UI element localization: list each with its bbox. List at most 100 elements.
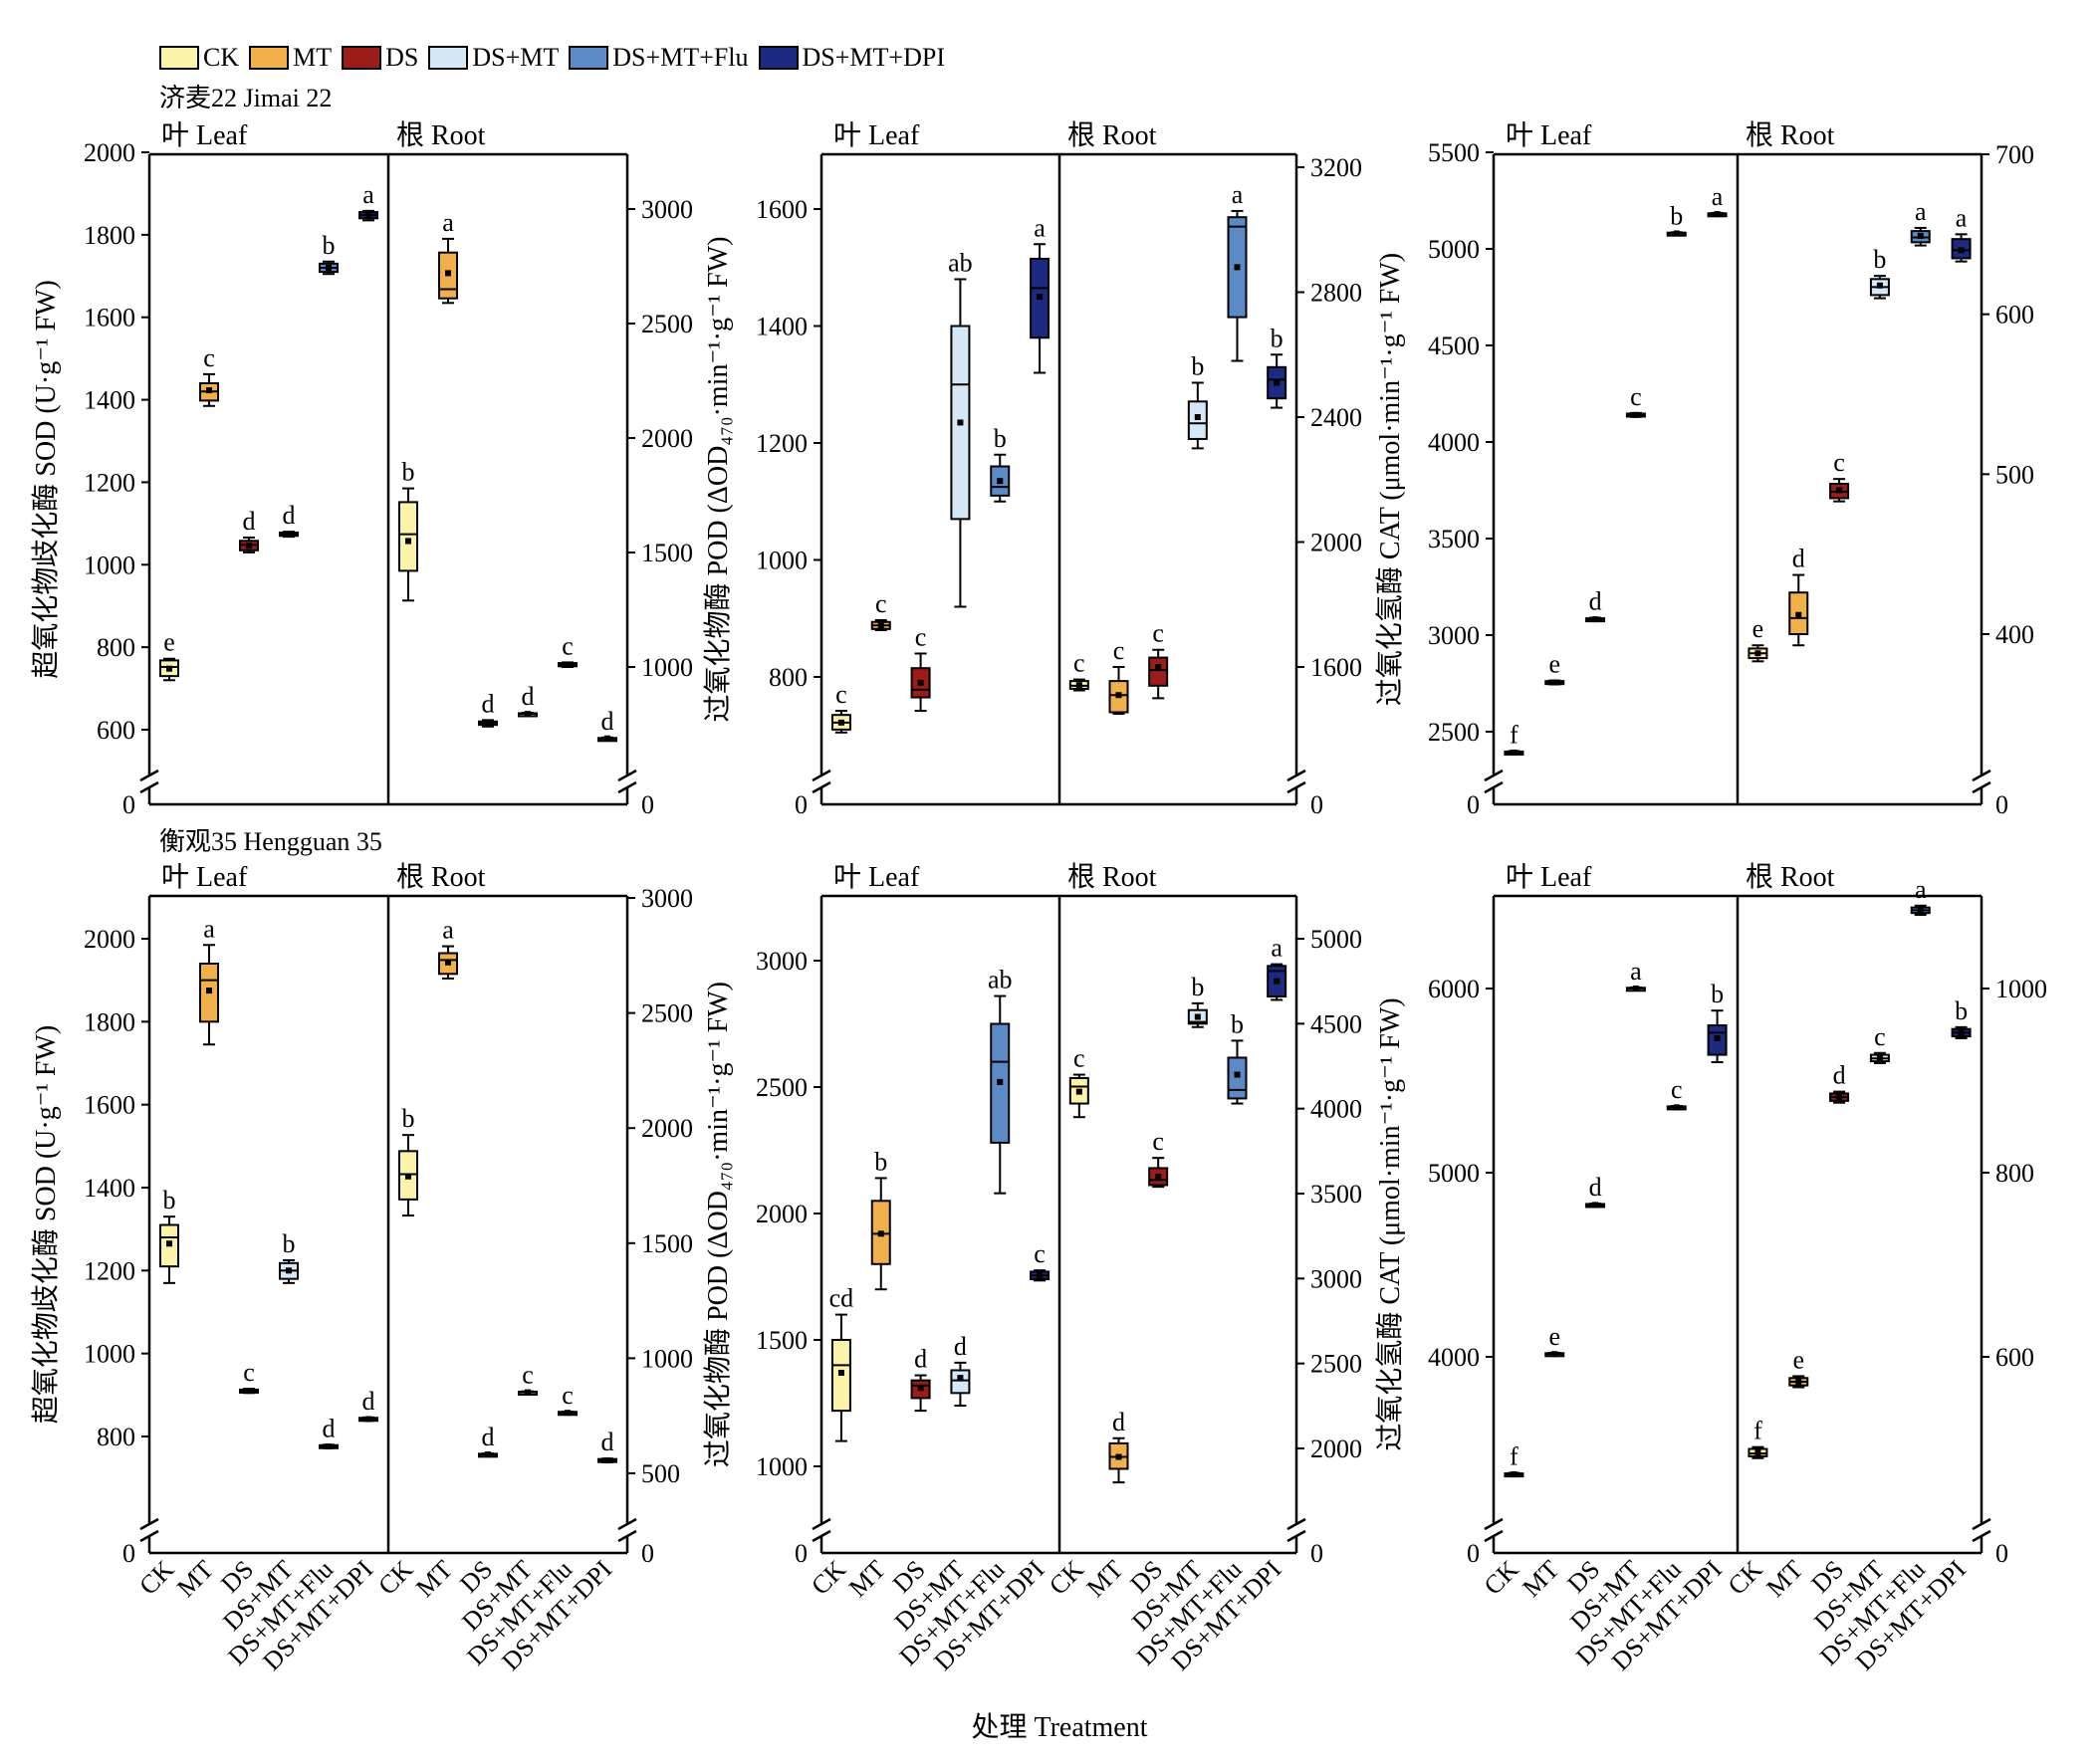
root-box-mean-marker <box>565 1410 571 1417</box>
leaf-box-significance-letter: e <box>163 628 175 657</box>
y-tick-label-right: 2500 <box>1310 1350 1362 1379</box>
root-box-significance-letter: c <box>1152 619 1164 648</box>
root-box-significance-letter: a <box>1915 197 1927 226</box>
root-box-mean-marker <box>1274 978 1281 985</box>
axis-break-mark <box>1286 780 1306 794</box>
root-box-mean-marker <box>604 1457 610 1464</box>
y-tick-label-left: 3000 <box>1428 621 1480 650</box>
root-box-significance-letter: c <box>1113 636 1125 665</box>
leaf-box-mean-marker <box>877 622 884 629</box>
y-tick-label-left: 1800 <box>84 221 135 250</box>
leaf-label: 叶 Leaf <box>1506 120 1592 151</box>
root-box-mean-marker <box>445 959 451 966</box>
leaf-box-mean-marker <box>837 1370 844 1377</box>
axis-break-mark <box>139 780 159 794</box>
leaf-box-mean-marker <box>1551 1351 1558 1358</box>
leaf-box-significance-letter: b <box>1711 980 1724 1008</box>
leaf-box-mean-marker <box>326 265 332 271</box>
leaf-box-significance-letter: d <box>283 501 296 530</box>
y-tick-label-right: 3000 <box>641 195 693 224</box>
y-tick-label-left: 4500 <box>1428 331 1480 360</box>
y-tick-label-right: 2000 <box>1310 1434 1362 1463</box>
leaf-box-significance-letter: b <box>994 424 1007 453</box>
leaf-box-mean-marker <box>1673 1104 1680 1111</box>
leaf-box-significance-letter: c <box>875 589 887 618</box>
y-tick-label-right: 500 <box>1995 460 2034 489</box>
leaf-box-significance-letter: f <box>1510 720 1518 749</box>
root-box-significance-letter: c <box>1073 649 1085 678</box>
y-tick-label-left: 2000 <box>84 925 135 954</box>
y-tick-label-right: 5000 <box>1310 925 1362 954</box>
root-box-mean-marker <box>1876 282 1883 289</box>
root-box-mean-marker <box>1917 232 1924 239</box>
leaf-label: 叶 Leaf <box>161 862 248 893</box>
root-box-significance-letter: a <box>1915 875 1927 904</box>
leaf-box-mean-marker <box>917 679 924 686</box>
leaf-box-mean-marker <box>365 1416 371 1423</box>
legend-swatch <box>159 46 199 70</box>
x-tick-label: CK <box>806 1555 851 1601</box>
x-tick-label: MT <box>843 1555 891 1603</box>
axis-break-mark <box>812 769 831 782</box>
leaf-box-significance-letter: d <box>954 1332 967 1361</box>
legend-swatch <box>428 46 469 70</box>
axis-break-mark <box>139 1517 159 1531</box>
axis-break-mark <box>1286 1529 1306 1543</box>
x-tick-label: MT <box>1760 1555 1808 1603</box>
axis-break-mark <box>1484 1529 1504 1543</box>
y-tick-label-right-zero: 0 <box>1310 790 1323 819</box>
y-tick-label-left-zero: 0 <box>1467 790 1480 819</box>
root-box-mean-marker <box>1958 247 1965 254</box>
y-tick-label-right: 400 <box>1995 620 2034 649</box>
root-box-mean-marker <box>1795 611 1802 618</box>
y-tick-label-left: 1600 <box>84 304 135 332</box>
y-tick-label-right: 3000 <box>641 884 693 913</box>
y-tick-label-left: 5000 <box>1428 1159 1480 1188</box>
leaf-box-significance-letter: d <box>362 1387 375 1416</box>
leaf-box-significance-letter: d <box>243 507 256 536</box>
root-box-mean-marker <box>1274 379 1281 386</box>
legend-label: DS+MT+Flu <box>612 43 749 72</box>
leaf-box-significance-letter: b <box>1670 201 1683 230</box>
root-box-significance-letter: a <box>1271 934 1283 963</box>
axis-break-mark <box>812 1517 831 1531</box>
leaf-box-mean-marker <box>917 1385 924 1392</box>
root-box-mean-marker <box>405 1173 411 1180</box>
x-tick-label: CK <box>133 1555 179 1601</box>
root-box-mean-marker <box>1234 1071 1241 1078</box>
y-tick-label-left: 2000 <box>756 1200 808 1228</box>
leaf-box-significance-letter: b <box>283 1229 296 1258</box>
leaf-box-significance-letter: f <box>1510 1442 1518 1471</box>
root-box-mean-marker <box>1795 1378 1802 1385</box>
x-tick-label: CK <box>1723 1555 1768 1601</box>
cultivar-label-hengguan: 衡观35 Hengguan 35 <box>159 827 382 856</box>
y-axis-title: 过氧化物酶 POD (ΔOD₄₇₀·min⁻¹·g⁻¹ FW) <box>702 982 734 1467</box>
leaf-box-significance-letter: a <box>1712 182 1724 211</box>
y-tick-label-right: 3500 <box>1310 1180 1362 1209</box>
root-box-mean-marker <box>405 538 411 545</box>
root-box-mean-marker <box>445 270 451 277</box>
root-box-mean-marker <box>1155 1173 1162 1180</box>
leaf-box-mean-marker <box>837 719 844 726</box>
y-tick-label-left-zero: 0 <box>1467 1539 1480 1568</box>
leaf-box-significance-letter: e <box>1548 1322 1560 1351</box>
leaf-box-mean-marker <box>877 1230 884 1237</box>
y-axis-title: 过氧化物酶 POD (ΔOD₄₇₀·min⁻¹·g⁻¹ FW) <box>702 237 734 723</box>
leaf-box-significance-letter: a <box>362 180 374 209</box>
y-tick-label-right: 2400 <box>1310 403 1362 432</box>
y-tick-label-right-zero: 0 <box>1995 790 2008 819</box>
legend-swatch <box>758 46 799 70</box>
root-box-significance-letter: c <box>1073 1044 1085 1073</box>
leaf-box-mean-marker <box>997 1078 1004 1085</box>
leaf-box-mean-marker <box>1714 211 1721 218</box>
axis-break-mark <box>1484 780 1504 794</box>
y-tick-label-right: 700 <box>1995 140 2034 169</box>
root-box-significance-letter: a <box>442 208 454 237</box>
y-tick-label-right: 1000 <box>641 653 693 682</box>
axis-break-mark <box>1286 1517 1306 1531</box>
y-tick-label-right: 1000 <box>641 1344 693 1373</box>
axis-break-mark <box>139 1529 159 1543</box>
root-box-significance-letter: b <box>402 458 415 487</box>
axis-break-mark <box>812 1529 831 1543</box>
leaf-box-significance-letter: d <box>1589 587 1602 616</box>
